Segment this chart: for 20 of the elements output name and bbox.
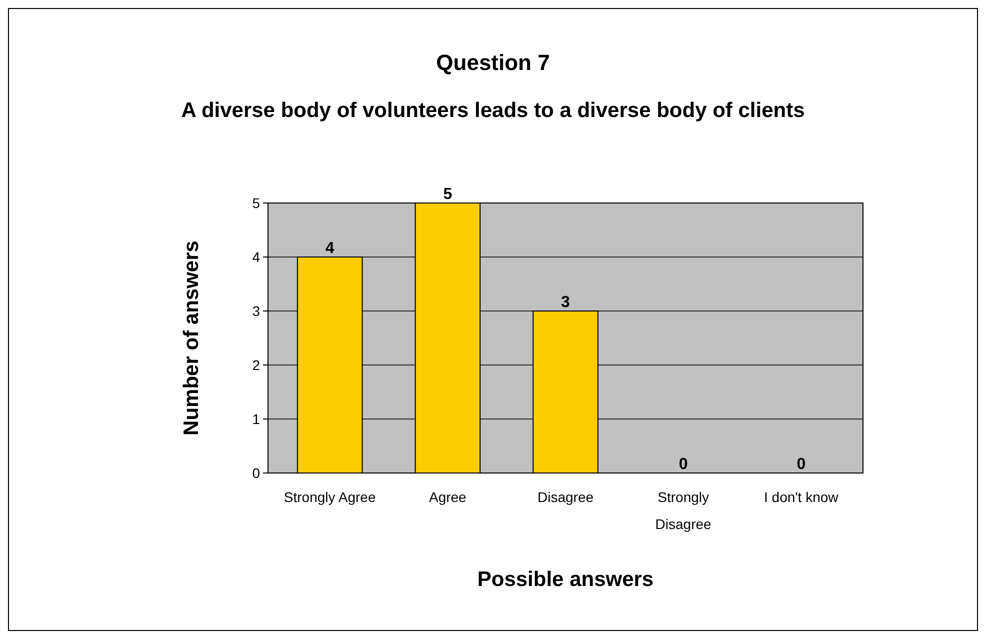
chart-subtitle: A diverse body of volunteers leads to a diverse body of clients: [181, 99, 805, 122]
x-tick-label: I don't know: [764, 489, 840, 505]
data-label: 0: [678, 456, 688, 473]
y-tick-label: 3: [252, 302, 260, 319]
data-label: 3: [561, 294, 570, 311]
data-label: 5: [443, 186, 452, 203]
x-tick-label: Agree: [429, 489, 467, 505]
y-tick-label: 5: [252, 194, 260, 211]
x-tick-label: Strongly Agree: [284, 489, 376, 505]
y-tick-label: 1: [252, 410, 260, 427]
x-axis-title: Possible answers: [477, 568, 654, 591]
chart-title: Question 7: [436, 50, 550, 75]
data-label: 4: [325, 240, 334, 257]
y-tick-label: 4: [252, 248, 260, 265]
y-tick-label: 0: [252, 464, 260, 481]
x-tick-label: Strongly Disagree: [655, 489, 712, 532]
data-label: 0: [796, 456, 806, 473]
y-axis-title: Number of answers: [180, 240, 203, 436]
x-tick-label: Disagree: [537, 489, 594, 505]
y-tick-label: 2: [252, 356, 260, 373]
